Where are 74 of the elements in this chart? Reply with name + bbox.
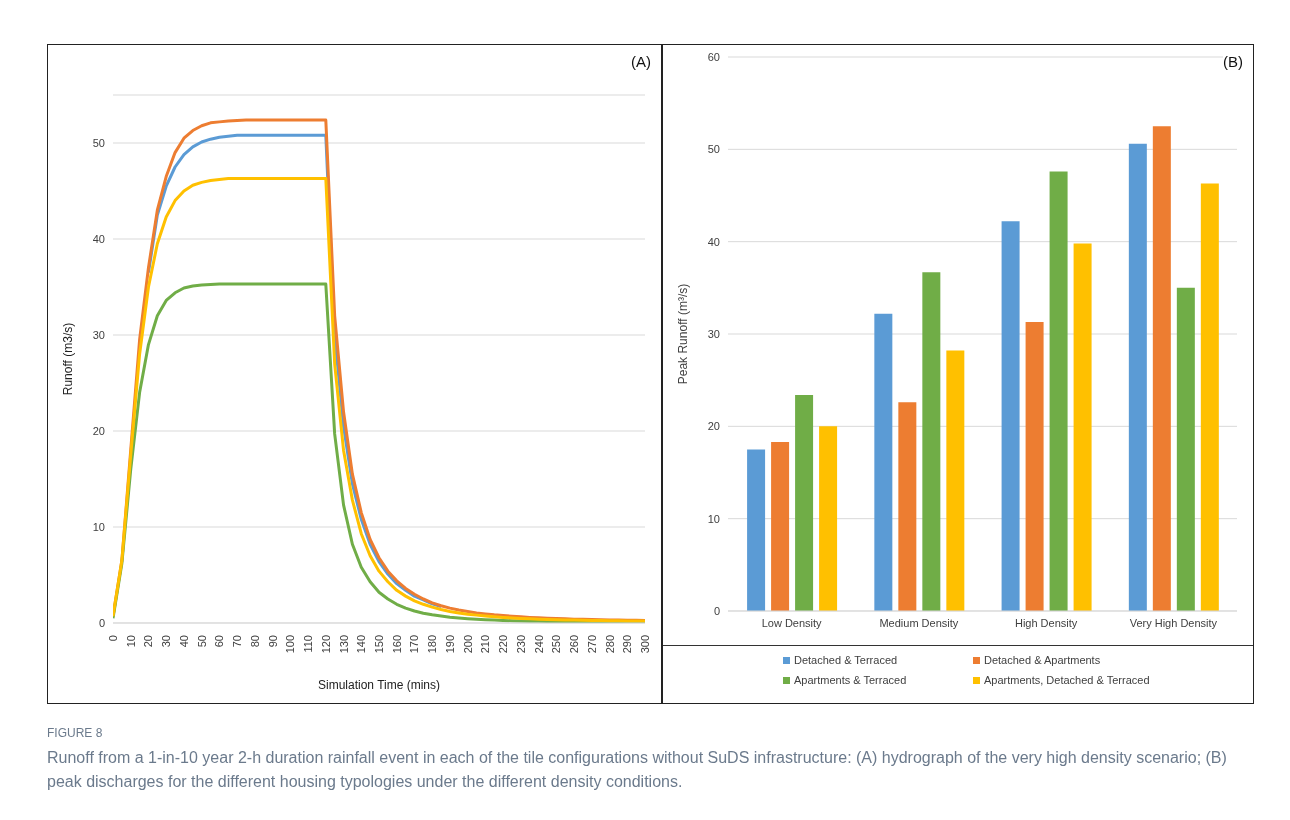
x-tick-label: 30: [160, 635, 173, 648]
x-tick-label: 160: [390, 635, 403, 654]
y-tick-label: 30: [707, 327, 720, 340]
legend-label: Detached & Terraced: [794, 654, 898, 666]
bar: [1049, 171, 1068, 611]
text: Runoff from a 1-in-10 year 2-h duration rainfall event in each of the tile configurations without SuDS infrastructure: (A) hydrograph of the very high density scenario; (B) peak discharges for the different housing typologies under the different density conditions.: [47, 748, 1228, 792]
x-tick-label: 90: [266, 635, 279, 648]
x-tick-label: 190: [443, 635, 456, 654]
y-tick-label: 40: [707, 235, 720, 248]
x-tick-label: 140: [355, 635, 368, 654]
x-tick-label: 120: [319, 635, 332, 654]
y-tick-label: 50: [92, 136, 105, 149]
x-tick-label: 180: [426, 635, 439, 654]
x-tick-label: 150: [373, 635, 385, 654]
x-tick-label: 170: [408, 635, 421, 654]
x-tick-label: 20: [142, 635, 155, 648]
bar: [1025, 322, 1044, 611]
bar: [795, 394, 814, 611]
x-tick-label: 130: [337, 635, 350, 654]
x-tick-label: 50: [195, 635, 208, 648]
bar: [1200, 183, 1219, 611]
x-tick-label: 0: [107, 635, 119, 642]
y-tick-label: 10: [92, 520, 105, 533]
x-tick-label: 220: [497, 635, 510, 654]
bar: [898, 402, 917, 611]
text: (A): [631, 53, 651, 70]
legend-label: Apartments, Detached & Terraced: [984, 674, 1150, 686]
y-tick-label: 20: [92, 424, 105, 437]
x-tick-label: 290: [621, 635, 634, 654]
x-tick-label: 70: [231, 635, 244, 648]
bar: [771, 442, 790, 611]
x-tick-label: 200: [461, 635, 474, 654]
legend-label: Apartments & Terraced: [794, 674, 907, 686]
x-tick-label: 80: [248, 635, 261, 648]
y-axis-title: Peak Runoff (m³/s): [676, 283, 691, 385]
y-axis-title: Runoff (m3/s): [61, 322, 76, 396]
x-tick-label: 250: [550, 635, 563, 654]
y-tick-label: 30: [92, 328, 105, 341]
x-tick-label: 210: [479, 635, 492, 654]
bar: [874, 313, 893, 611]
bar: [1073, 243, 1092, 611]
x-tick-label: Very High Density: [1129, 616, 1218, 629]
bar: [1001, 221, 1020, 611]
annotation: (B): [1223, 53, 1243, 70]
x-tick-label: Medium Density: [879, 616, 959, 629]
y-tick-label: 0: [713, 604, 720, 617]
y-tick-label: 40: [92, 232, 105, 245]
x-tick-label: 10: [124, 635, 137, 648]
bar: [1176, 287, 1195, 611]
bar: [747, 449, 766, 611]
x-axis-title: Simulation Time (mins): [317, 678, 441, 692]
x-tick-label: 240: [532, 635, 545, 654]
x-tick-label: 40: [177, 635, 190, 648]
y-tick-label: 60: [707, 50, 720, 63]
caption: FIGURE 8: [47, 726, 104, 740]
y-tick-label: 20: [707, 420, 720, 433]
x-tick-label: High Density: [1014, 616, 1078, 629]
legend-label: Detached & Apartments: [984, 654, 1101, 666]
x-tick-label: 270: [585, 635, 598, 654]
bar: [819, 426, 838, 611]
x-tick-label: 230: [514, 635, 527, 654]
bar: [1128, 143, 1147, 611]
x-tick-label: 280: [603, 635, 616, 654]
x-tick-label: 260: [568, 635, 581, 654]
y-tick-label: 50: [707, 143, 720, 156]
x-tick-label: 60: [213, 635, 226, 648]
y-tick-label: 10: [707, 512, 720, 525]
x-tick-label: 100: [284, 635, 297, 654]
bar: [946, 350, 965, 611]
x-tick-label: 300: [639, 635, 651, 654]
bar: [922, 272, 941, 611]
x-tick-label: 110: [302, 635, 315, 653]
bar: [1152, 126, 1171, 611]
x-tick-label: Low Density: [761, 616, 823, 629]
